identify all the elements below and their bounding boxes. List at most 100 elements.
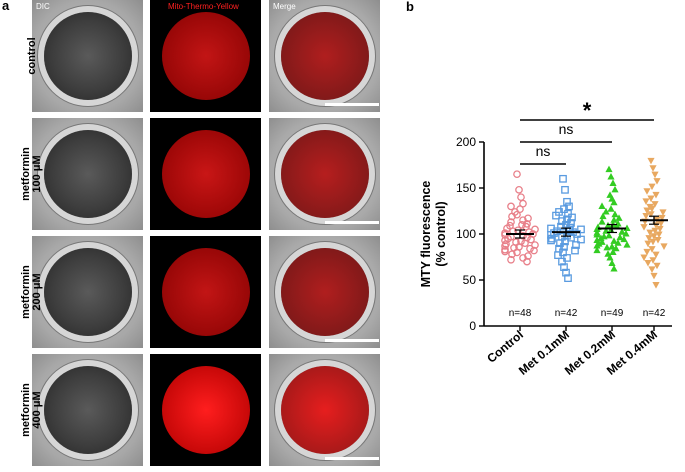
oocyte-disc bbox=[43, 366, 132, 454]
data-point bbox=[611, 185, 619, 193]
oocyte-disc bbox=[280, 248, 369, 336]
significance-label: ns bbox=[536, 143, 551, 159]
data-point bbox=[647, 211, 655, 218]
data-point bbox=[649, 165, 657, 172]
data-point bbox=[521, 239, 529, 248]
data-point bbox=[607, 205, 615, 212]
data-point bbox=[593, 230, 601, 238]
data-point bbox=[652, 191, 660, 199]
data-point bbox=[610, 264, 618, 272]
data-point bbox=[618, 228, 626, 235]
data-point bbox=[608, 242, 616, 250]
oocyte-disc bbox=[280, 12, 369, 100]
data-point bbox=[651, 227, 659, 235]
data-point bbox=[623, 241, 631, 248]
significance-label: ns bbox=[559, 121, 574, 137]
data-point bbox=[615, 214, 623, 221]
row-label: metformin 400 μM bbox=[20, 383, 43, 437]
data-point bbox=[562, 268, 570, 277]
data-point bbox=[616, 233, 624, 241]
data-point bbox=[507, 202, 515, 211]
data-point bbox=[597, 234, 605, 242]
data-point bbox=[647, 195, 655, 203]
y-tick-label: 100 bbox=[456, 227, 476, 241]
data-point bbox=[560, 263, 568, 271]
data-point bbox=[524, 214, 532, 223]
data-point bbox=[648, 183, 656, 191]
data-point bbox=[513, 210, 521, 219]
panel-b-letter: b bbox=[406, 0, 414, 14]
data-point bbox=[620, 235, 628, 243]
data-point bbox=[593, 246, 601, 254]
data-point bbox=[643, 207, 651, 215]
data-point bbox=[649, 257, 657, 264]
significance-label: * bbox=[583, 98, 592, 123]
data-point bbox=[605, 165, 613, 173]
merge-image-tile bbox=[269, 354, 380, 466]
mty-fluorescence-chart: 0 50 100 150 200 MTY fluorescence (% control) C… bbox=[419, 98, 672, 378]
data-point bbox=[561, 185, 569, 194]
data-point bbox=[558, 257, 566, 266]
data-point bbox=[577, 235, 585, 244]
y-tick-label: 50 bbox=[463, 273, 477, 287]
scale-bar bbox=[325, 221, 379, 224]
row-label: metformin 100 μM bbox=[20, 147, 43, 201]
data-point bbox=[643, 248, 651, 256]
data-point bbox=[609, 179, 617, 186]
merge-image-tile bbox=[269, 118, 380, 230]
data-point bbox=[622, 230, 630, 237]
y-tick-label: 150 bbox=[456, 181, 476, 195]
data-point bbox=[610, 198, 618, 206]
data-point bbox=[599, 212, 607, 220]
merge-image-tile: Merge bbox=[269, 0, 380, 112]
data-point bbox=[603, 243, 611, 251]
data-point bbox=[607, 172, 615, 180]
data-point bbox=[649, 238, 657, 246]
data-point bbox=[507, 255, 515, 264]
data-point bbox=[572, 241, 580, 249]
data-point bbox=[564, 274, 572, 283]
data-point bbox=[557, 222, 565, 231]
data-point bbox=[642, 198, 650, 205]
data-point bbox=[614, 239, 622, 246]
oocyte-disc bbox=[161, 248, 250, 336]
data-point bbox=[593, 225, 601, 232]
data-point bbox=[501, 247, 509, 256]
data-point bbox=[655, 231, 663, 238]
data-point bbox=[508, 212, 516, 221]
data-point bbox=[577, 225, 585, 234]
x-category-label: Control bbox=[484, 328, 526, 366]
column-header: DIC bbox=[36, 2, 50, 11]
oocyte-disc bbox=[280, 130, 369, 218]
data-point bbox=[531, 241, 539, 249]
data-point bbox=[515, 185, 523, 194]
data-point bbox=[659, 209, 667, 216]
data-point bbox=[598, 202, 606, 209]
data-point bbox=[656, 225, 664, 233]
data-point bbox=[658, 214, 666, 222]
oocyte-disc bbox=[43, 248, 132, 336]
data-point bbox=[650, 272, 658, 280]
oocyte-disc bbox=[43, 12, 132, 100]
data-point bbox=[559, 174, 567, 183]
data-point bbox=[640, 254, 648, 261]
data-point bbox=[608, 259, 616, 266]
data-point bbox=[654, 236, 662, 244]
data-point bbox=[660, 243, 668, 250]
dic-image-tile bbox=[32, 236, 143, 348]
mito-image-tile: Mito-Thermo-Yellow bbox=[150, 0, 261, 112]
data-point bbox=[602, 207, 610, 215]
data-point bbox=[651, 171, 659, 179]
data-point bbox=[657, 220, 665, 227]
data-point bbox=[648, 266, 656, 273]
scale-bar bbox=[325, 103, 379, 106]
data-point bbox=[642, 213, 650, 220]
data-point bbox=[645, 235, 653, 242]
data-point bbox=[609, 248, 617, 255]
data-point bbox=[501, 236, 509, 245]
mito-image-tile bbox=[150, 236, 261, 348]
y-tick-label: 0 bbox=[469, 319, 476, 333]
n-count-label: n=42 bbox=[643, 308, 666, 319]
data-point bbox=[548, 234, 556, 243]
data-point bbox=[524, 252, 532, 260]
